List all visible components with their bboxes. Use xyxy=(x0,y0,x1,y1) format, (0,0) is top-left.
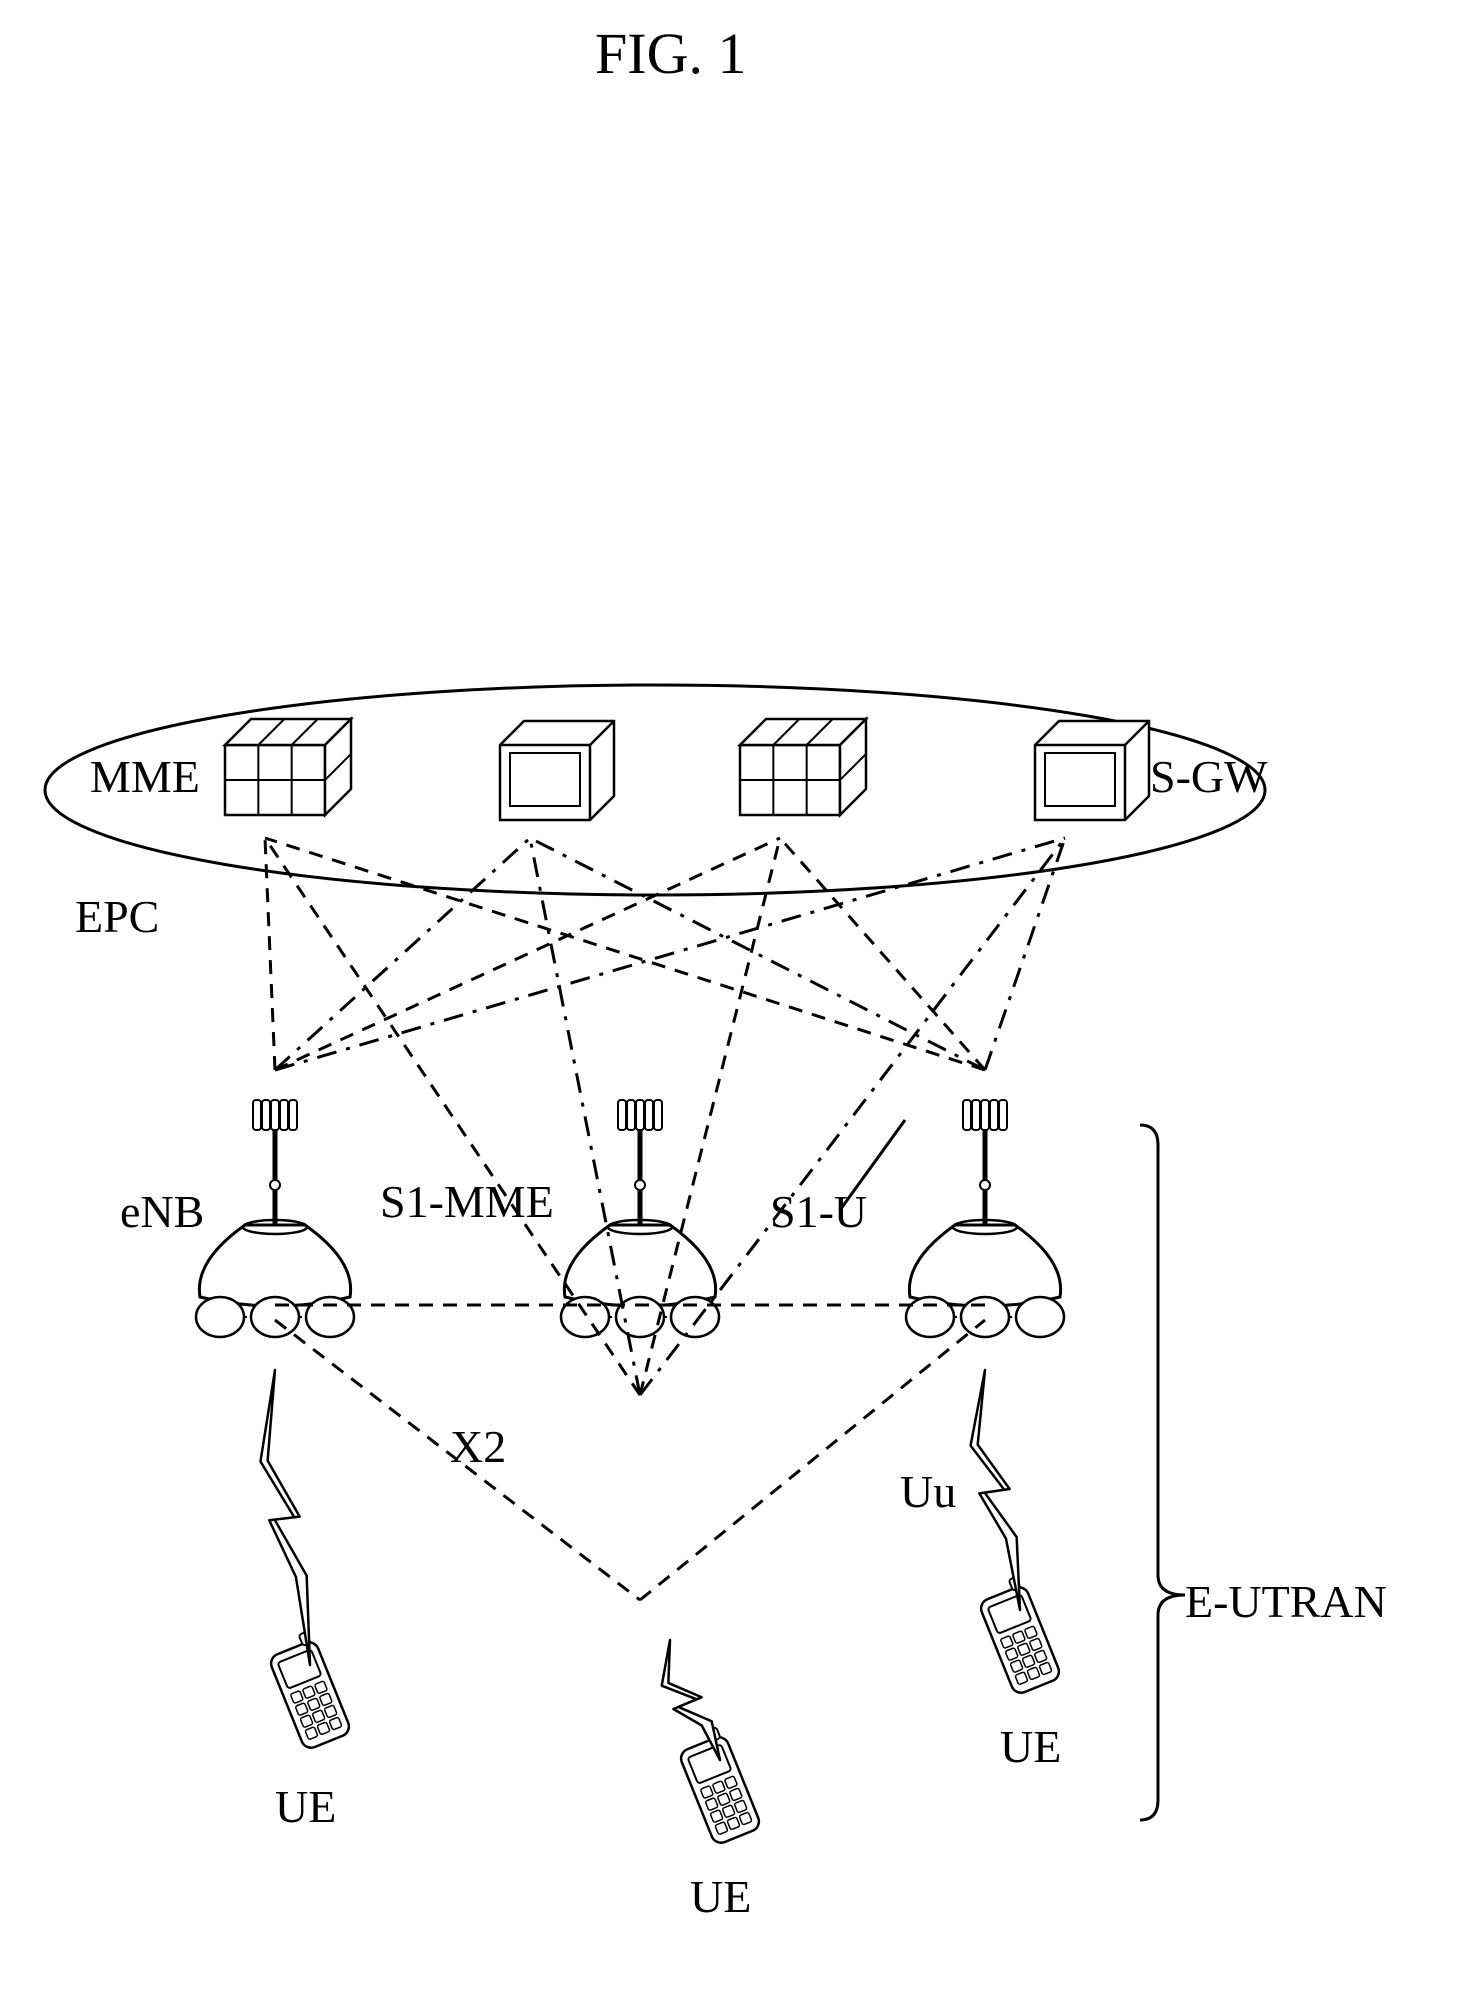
figure-title: FIG. 1 xyxy=(595,20,746,87)
label-ue1: UE xyxy=(275,1780,336,1833)
label-s1mme: S1-MME xyxy=(380,1175,554,1228)
label-eutran: E-UTRAN xyxy=(1185,1575,1387,1628)
label-ue3: UE xyxy=(1000,1720,1061,1773)
label-uu: Uu xyxy=(900,1465,956,1518)
figure-canvas: FIG. 1 MME S-GW EPC eNB S1-MME S1-U X2 U… xyxy=(0,0,1459,2005)
label-s1u: S1-U xyxy=(770,1185,867,1238)
label-ue2: UE xyxy=(690,1870,751,1923)
label-mme: MME xyxy=(90,750,200,803)
label-x2: X2 xyxy=(450,1420,506,1473)
diagram-svg xyxy=(0,0,1459,2005)
label-epc: EPC xyxy=(75,890,159,943)
label-enb: eNB xyxy=(120,1185,204,1238)
label-sgw: S-GW xyxy=(1150,750,1268,803)
